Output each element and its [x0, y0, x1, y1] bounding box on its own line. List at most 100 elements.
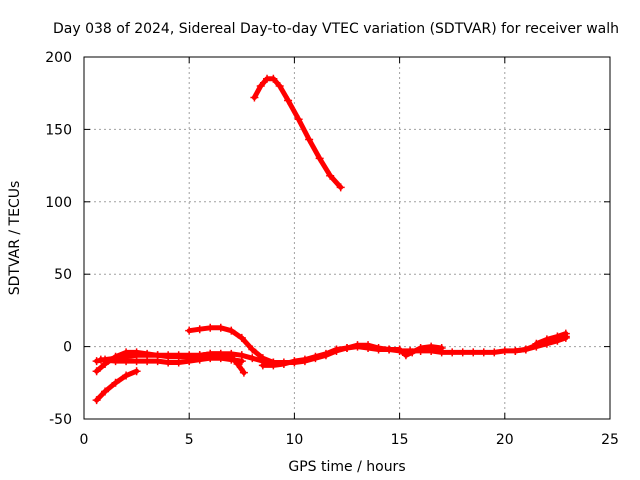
data-point-marker: [321, 349, 330, 358]
y-axis-label: SDTVAR / TECUs: [7, 181, 23, 296]
data-point-marker: [206, 349, 215, 358]
data-point-marker: [336, 183, 345, 192]
data-point-marker: [294, 115, 303, 124]
data-point-marker: [374, 344, 383, 353]
data-point-marker: [92, 396, 101, 405]
data-point-marker: [269, 74, 278, 83]
y-tick-label: 100: [45, 195, 72, 211]
data-point-marker: [185, 326, 194, 335]
series-arc-low-early: [92, 367, 141, 405]
grid: [84, 57, 610, 419]
data-point-marker: [185, 357, 194, 366]
data-point-marker: [206, 323, 215, 332]
data-point-marker: [448, 348, 457, 357]
data-point-marker: [233, 359, 242, 368]
data-point-marker: [343, 344, 351, 353]
data-point-marker: [132, 357, 141, 366]
data-point-marker: [227, 352, 236, 361]
data-point-marker: [111, 357, 120, 366]
series-arc-drop: [195, 349, 248, 377]
data-point-marker: [227, 326, 236, 335]
data-point-marker: [561, 329, 570, 338]
x-tick-label: 15: [391, 432, 409, 448]
data-point-marker: [500, 346, 509, 355]
data-point-marker: [92, 367, 101, 376]
data-point-marker: [300, 355, 309, 364]
data-point-marker: [216, 349, 225, 358]
y-tick-label: 50: [54, 267, 72, 283]
data-point-marker: [284, 96, 293, 105]
data-point-marker: [269, 361, 278, 370]
data-point-marker: [311, 352, 320, 361]
series-line: [251, 76, 344, 190]
data-point-marker: [174, 351, 183, 360]
data-point-marker: [395, 345, 404, 354]
data-point-marker: [248, 354, 257, 363]
data-point-marker: [143, 357, 152, 366]
data-point-marker: [122, 357, 131, 366]
data-point-marker: [237, 351, 246, 360]
series-arc-mid-wave: [258, 341, 446, 370]
data-point-marker: [315, 154, 324, 163]
data-point-marker: [195, 351, 204, 360]
series-line: [260, 342, 445, 368]
y-tick-label: 150: [45, 122, 72, 138]
data-point-marker: [195, 325, 204, 334]
data-point-marker: [111, 378, 120, 387]
data-point-marker: [511, 346, 520, 355]
data-point-marker: [96, 355, 105, 364]
x-tick-label: 25: [601, 432, 619, 448]
data-point-marker: [490, 348, 499, 357]
data-point-marker: [542, 335, 551, 344]
x-axis-label: GPS time / hours: [288, 459, 405, 475]
data-point-marker: [353, 341, 362, 350]
data-point-marker: [401, 351, 410, 360]
data-point-marker: [248, 345, 257, 354]
data-point-marker: [153, 357, 162, 366]
data-point-marker: [521, 345, 530, 354]
data-point-marker: [427, 342, 436, 351]
data-point-marker: [275, 81, 284, 90]
x-tick-label: 20: [496, 432, 514, 448]
data-point-marker: [239, 368, 248, 377]
series-line: [533, 331, 569, 347]
data-point-marker: [437, 344, 446, 353]
chart-title: Day 038 of 2024, Sidereal Day-to-day VTE…: [53, 21, 619, 37]
series-arc-late-top: [532, 329, 570, 348]
data-point-marker: [256, 81, 265, 90]
data-point-marker: [553, 332, 562, 341]
data-point-marker: [469, 348, 478, 357]
x-tick-label: 5: [185, 432, 194, 448]
data-point-marker: [279, 359, 288, 368]
plot-frame: [83, 56, 611, 420]
data-point-marker: [326, 171, 335, 180]
data-point-marker: [385, 345, 394, 354]
data-series: [92, 74, 570, 405]
y-tick-label: -50: [49, 412, 72, 428]
data-point-marker: [164, 358, 173, 367]
x-tick-label: 0: [80, 432, 89, 448]
data-point-marker: [479, 348, 488, 357]
data-point-marker: [237, 333, 246, 342]
series-arc-high: [250, 74, 345, 192]
data-point-marker: [216, 323, 225, 332]
data-point-marker: [101, 387, 110, 396]
data-point-marker: [305, 135, 314, 144]
data-point-marker: [132, 367, 141, 376]
data-point-marker: [258, 361, 267, 370]
data-point-marker: [174, 358, 183, 367]
series-line: [94, 368, 140, 403]
data-point-marker: [290, 357, 299, 366]
data-point-marker: [532, 339, 541, 348]
data-point-marker: [364, 341, 373, 350]
axis-ticks: 0 5 10 15 20 25 -50 0 50 100 150 200: [45, 50, 619, 448]
data-point-marker: [332, 345, 341, 354]
y-tick-label: 200: [45, 50, 72, 66]
data-point-marker: [250, 93, 259, 102]
y-tick-label: 0: [63, 340, 72, 356]
x-tick-label: 10: [285, 432, 303, 448]
data-point-marker: [416, 344, 425, 353]
data-point-marker: [408, 348, 417, 357]
data-point-marker: [164, 351, 173, 360]
